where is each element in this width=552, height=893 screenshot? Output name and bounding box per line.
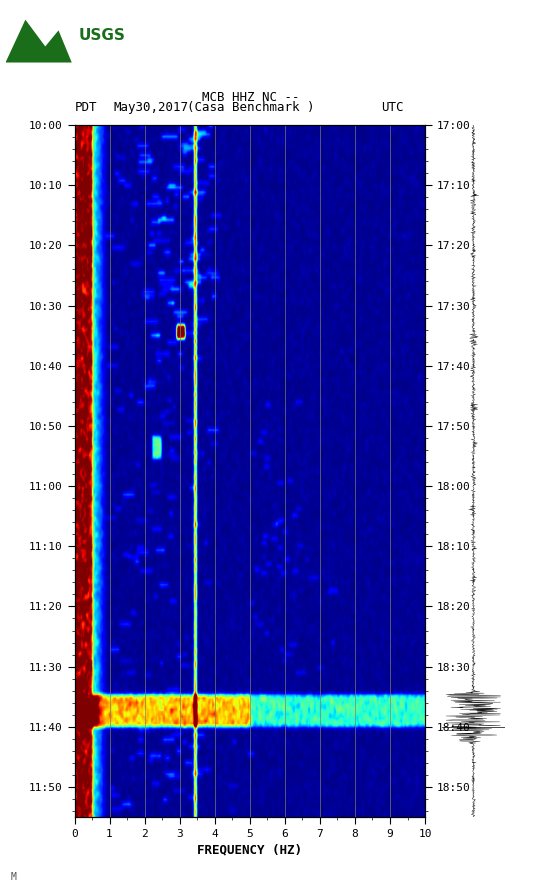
- Text: PDT: PDT: [75, 101, 97, 114]
- Text: (Casa Benchmark ): (Casa Benchmark ): [188, 101, 315, 114]
- Text: MCB HHZ NC --: MCB HHZ NC --: [203, 90, 300, 104]
- Text: May30,2017: May30,2017: [113, 101, 188, 114]
- X-axis label: FREQUENCY (HZ): FREQUENCY (HZ): [197, 843, 302, 856]
- Text: UTC: UTC: [381, 101, 404, 114]
- Polygon shape: [6, 20, 72, 63]
- Text: M: M: [11, 872, 17, 882]
- Text: USGS: USGS: [78, 29, 125, 43]
